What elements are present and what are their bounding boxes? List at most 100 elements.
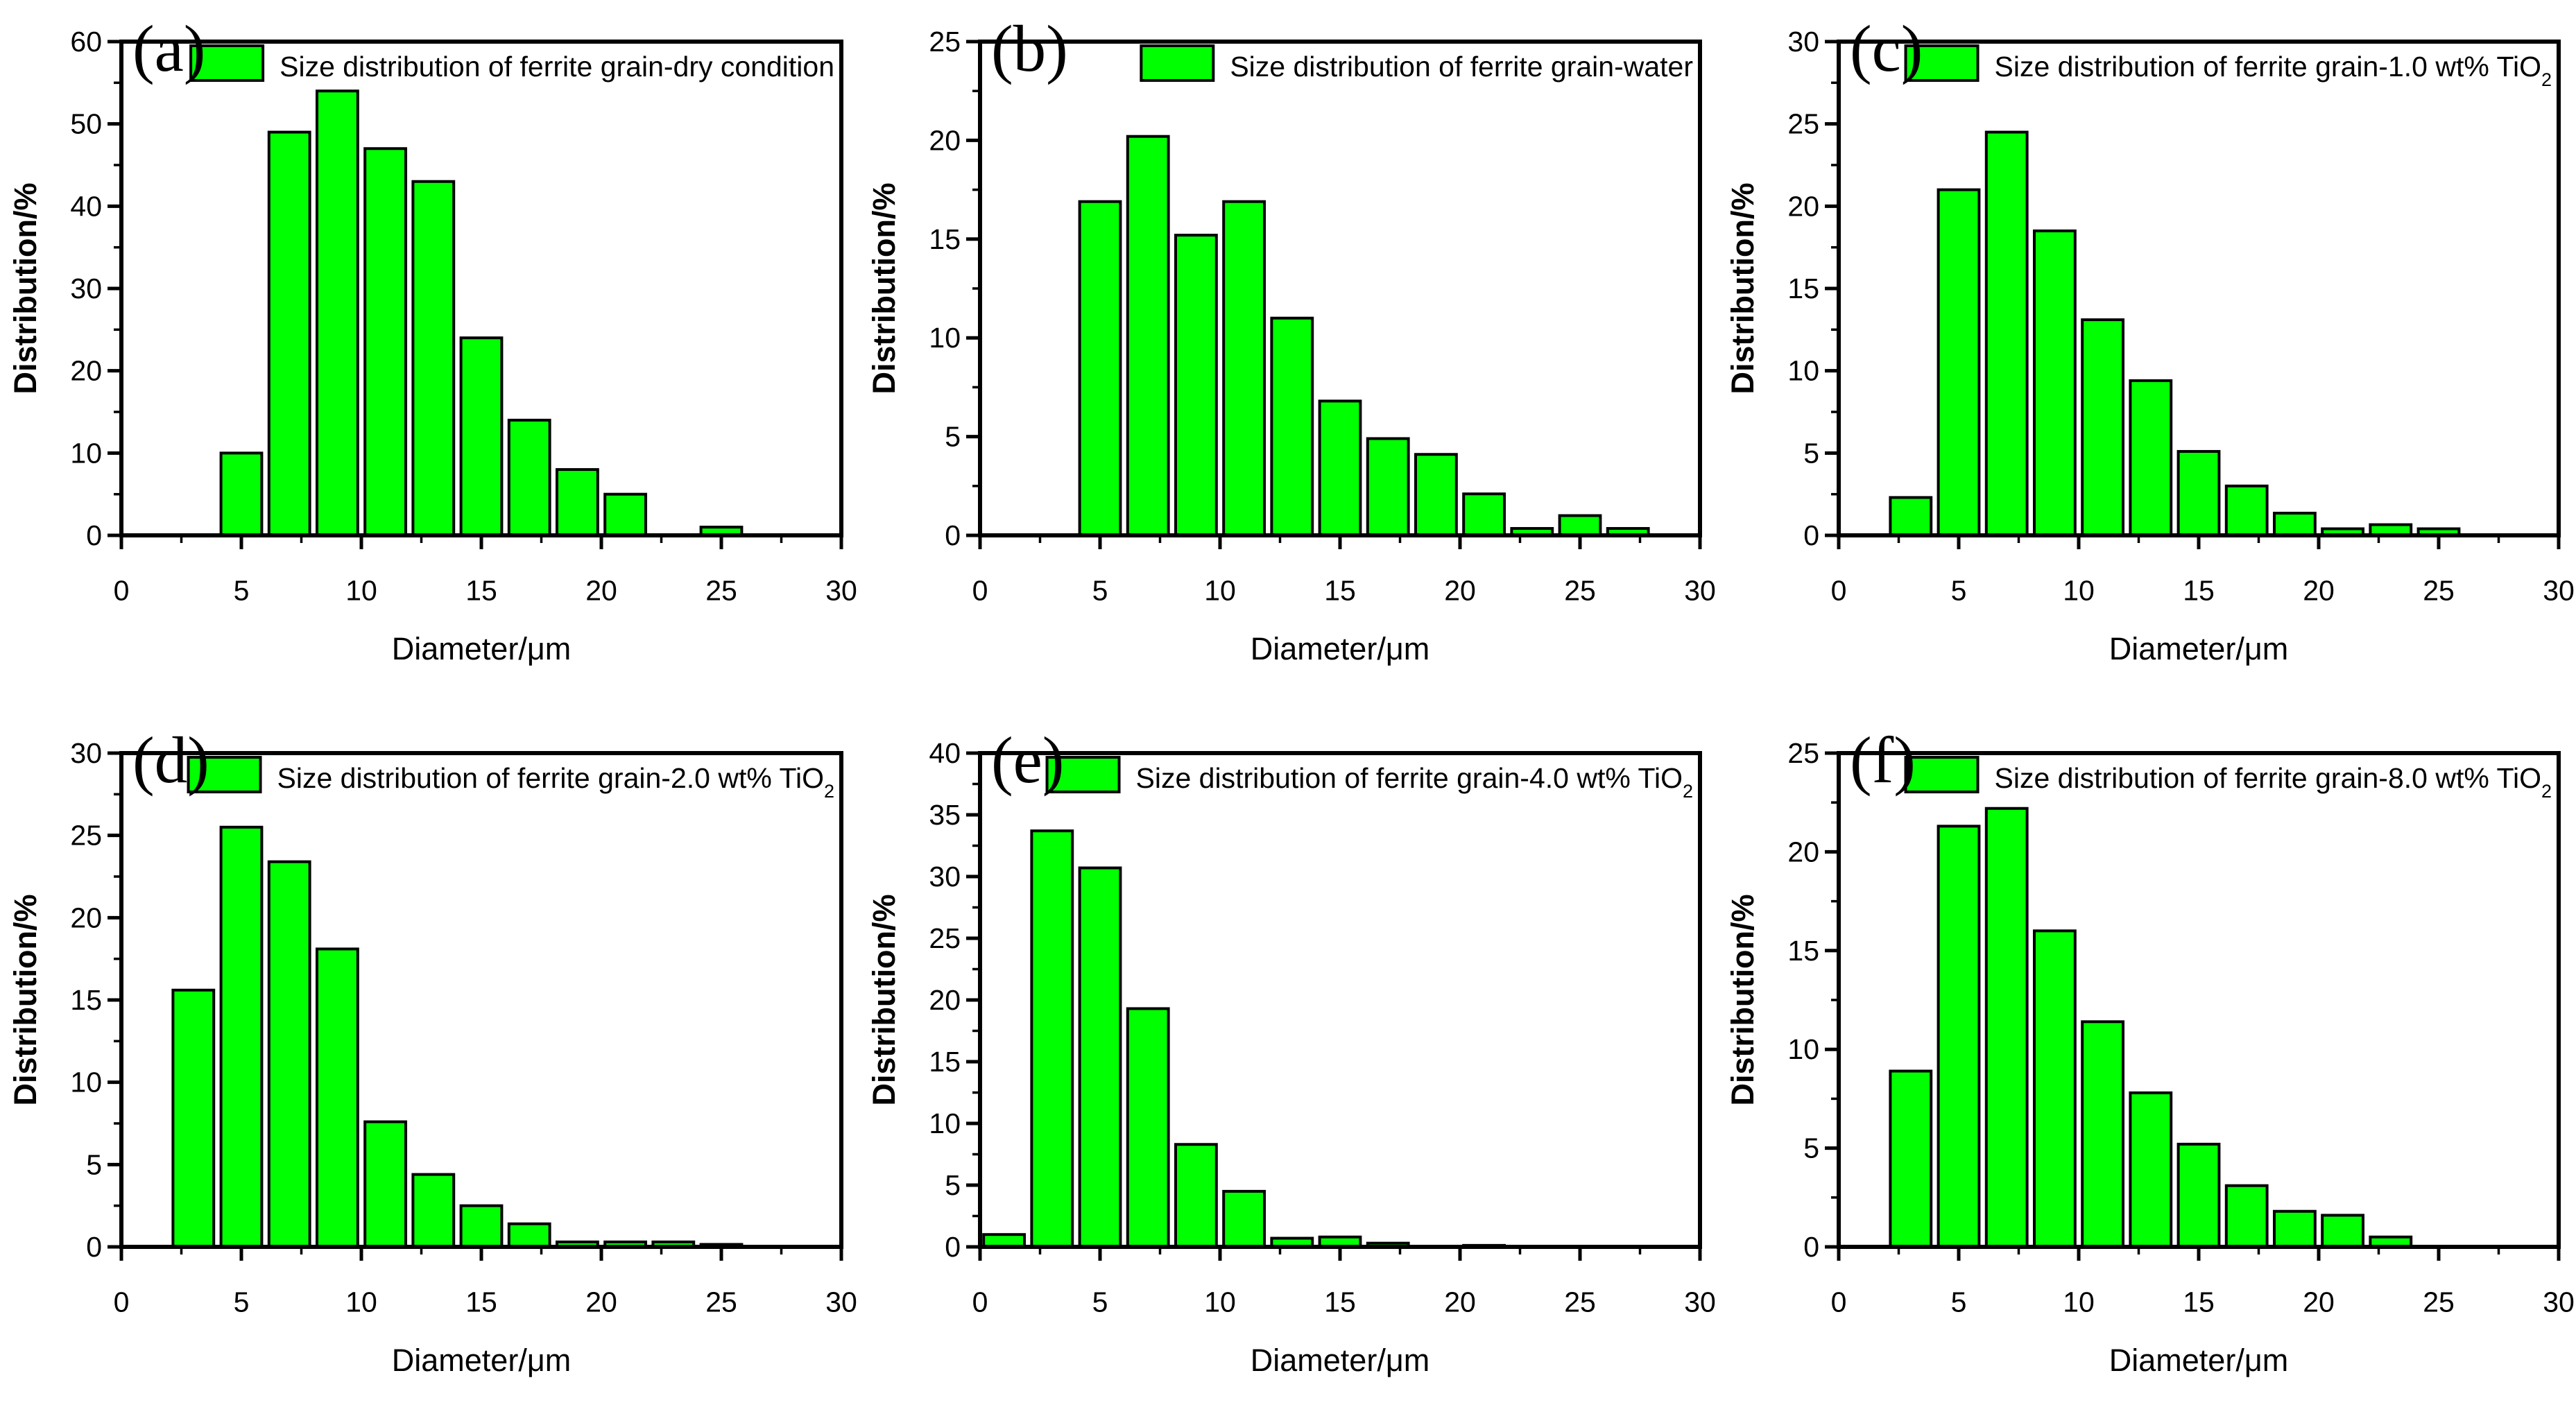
x-tick-label: 30: [1684, 1286, 1716, 1318]
x-tick-label: 25: [1564, 1286, 1596, 1318]
y-axis-title: Distribution/%: [866, 895, 902, 1106]
x-tick-label: 30: [2543, 575, 2575, 607]
x-axis-title: Diameter/μm: [392, 631, 571, 666]
x-tick-label: 5: [1092, 575, 1108, 607]
histogram-bar: [1984, 130, 2029, 537]
x-tick-label: 5: [1951, 1286, 1967, 1318]
histogram-bar: [2129, 379, 2173, 537]
x-tick-label: 30: [825, 575, 857, 607]
chart-canvas-b: 0 5 10 15 20 25 30 0 5 10 15 20 25 Diameter/μm Distrib…: [859, 0, 1717, 712]
x-tick-label: 15: [1324, 575, 1356, 607]
y-tick-label: 60: [70, 26, 102, 58]
legend-swatch: [187, 756, 262, 793]
panel-letter: (f): [1850, 723, 1916, 797]
histogram-bar: [1126, 135, 1170, 537]
histogram-bar: [1462, 492, 1506, 537]
legend-label: Size distribution of ferrite grain-8.0 w…: [1995, 762, 2552, 802]
histogram-bar: [363, 1120, 408, 1248]
y-tick-label: 10: [70, 1067, 102, 1098]
y-tick-label: 15: [1787, 935, 1819, 967]
histogram-bar: [1984, 807, 2029, 1248]
x-tick-label: 25: [705, 575, 737, 607]
x-tick-label: 5: [1092, 1286, 1108, 1318]
histogram-bar: [2224, 1184, 2269, 1248]
x-tick-label: 20: [2303, 575, 2335, 607]
panel-background: [859, 712, 1717, 1423]
histogram-bar: [1366, 437, 1410, 537]
x-axis-title: Diameter/μm: [1251, 631, 1429, 666]
histogram-bar: [2129, 1091, 2173, 1249]
y-tick-label: 0: [1803, 1231, 1819, 1263]
histogram-bar: [555, 468, 599, 537]
histogram-bar: [1318, 399, 1362, 537]
y-tick-label: 20: [929, 124, 961, 156]
x-tick-label: 15: [465, 575, 497, 607]
histogram-bar: [2272, 1209, 2317, 1249]
histogram-bar: [507, 418, 551, 537]
histogram-bar: [363, 147, 408, 537]
x-tick-label: 0: [972, 1286, 988, 1318]
x-tick-label: 25: [2423, 575, 2455, 607]
x-tick-label: 10: [1204, 1286, 1236, 1318]
legend-swatch: [189, 44, 265, 82]
y-tick-label: 15: [70, 984, 102, 1016]
x-tick-label: 15: [2183, 575, 2215, 607]
histogram-bar: [219, 451, 264, 537]
y-axis-title: Distribution/%: [1725, 183, 1760, 395]
histogram-bar: [507, 1222, 551, 1248]
y-axis-title: Distribution/%: [866, 183, 902, 395]
legend-swatch: [1904, 756, 1980, 793]
y-tick-label: 5: [1803, 437, 1819, 469]
x-tick-label: 20: [1444, 575, 1476, 607]
histogram-panel-f: 0 5 10 15 20 25 30 0 5 10 15 20 25 Diameter/μm Distrib…: [1717, 712, 2576, 1423]
y-tick-label: 30: [1787, 26, 1819, 58]
histogram-bar: [459, 1204, 504, 1249]
y-tick-label: 30: [70, 273, 102, 304]
histogram-panel-c: 0 5 10 15 20 25 30 0 5 10 15 20 25 30 Diameter/μm Distr…: [1717, 0, 2576, 712]
histogram-bar: [411, 1173, 456, 1248]
y-tick-label: 0: [945, 1231, 961, 1263]
histogram-bar: [219, 825, 264, 1249]
histogram-bar: [1222, 1189, 1266, 1249]
x-tick-label: 25: [1564, 575, 1596, 607]
histogram-bar: [1078, 200, 1122, 537]
x-tick-label: 0: [1831, 1286, 1847, 1318]
y-tick-label: 40: [929, 737, 961, 769]
histogram-panel-b: 0 5 10 15 20 25 30 0 5 10 15 20 25 Diameter/μm Distrib…: [859, 0, 1717, 712]
histogram-bar: [1222, 200, 1266, 537]
histogram-bar: [1126, 1007, 1170, 1248]
y-tick-label: 50: [70, 108, 102, 140]
y-tick-label: 0: [86, 519, 102, 551]
panel-background: [1717, 0, 2576, 712]
x-tick-label: 0: [1831, 575, 1847, 607]
x-tick-label: 30: [1684, 575, 1716, 607]
y-tick-label: 25: [929, 26, 961, 58]
x-tick-label: 20: [585, 1286, 617, 1318]
chart-canvas-a: 0 5 10 15 20 25 30 0 10 20 30 40 50 60 Diameter/μm Dist…: [0, 0, 859, 712]
y-tick-label: 15: [929, 1046, 961, 1078]
y-tick-label: 20: [929, 984, 961, 1016]
y-tick-label: 0: [86, 1231, 102, 1263]
y-tick-label: 20: [1787, 836, 1819, 868]
histogram-bar: [2321, 1214, 2365, 1249]
y-tick-label: 25: [929, 922, 961, 954]
histogram-bar: [1174, 234, 1218, 537]
x-tick-label: 20: [2303, 1286, 2335, 1318]
x-tick-label: 25: [705, 1286, 737, 1318]
legend-swatch: [1140, 44, 1215, 82]
y-tick-label: 5: [945, 1169, 961, 1201]
y-tick-label: 0: [1803, 519, 1819, 551]
x-tick-label: 5: [234, 1286, 250, 1318]
y-tick-label: 5: [1803, 1132, 1819, 1164]
histogram-bar: [1558, 514, 1602, 537]
y-tick-label: 35: [929, 799, 961, 831]
x-axis-title: Diameter/μm: [1251, 1343, 1429, 1378]
x-tick-label: 10: [2063, 1286, 2095, 1318]
legend-label: Size distribution of ferrite grain-1.0 w…: [1995, 51, 2552, 90]
x-tick-label: 30: [2543, 1286, 2575, 1318]
y-tick-label: 15: [929, 223, 961, 255]
histogram-bar: [2032, 929, 2077, 1248]
chart-canvas-d: 0 5 10 15 20 25 30 0 5 10 15 20 25 30 Diameter/μm Distr…: [0, 712, 859, 1423]
y-tick-label: 10: [929, 1107, 961, 1139]
